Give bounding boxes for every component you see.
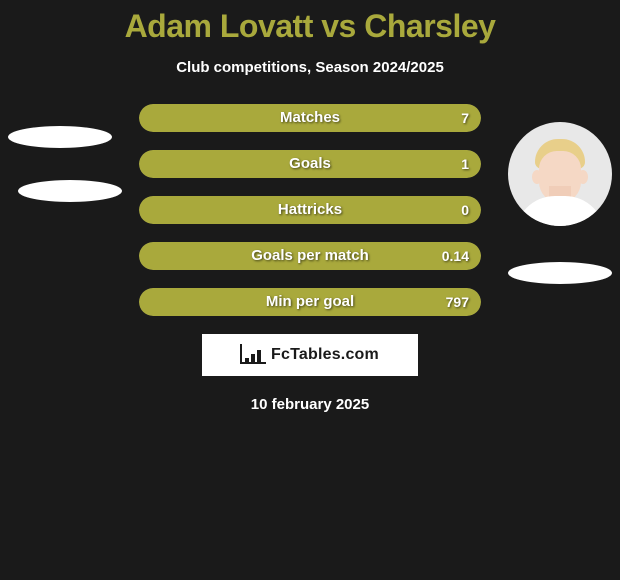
stat-value-right: 797 (446, 288, 469, 316)
brand-text: FcTables.com (271, 346, 379, 364)
stat-row: Min per goal797 (139, 288, 481, 316)
date-text: 10 february 2025 (0, 396, 620, 413)
stat-label: Hattricks (139, 196, 481, 224)
player-right-portrait (508, 122, 612, 226)
placeholder-oval (508, 262, 612, 284)
avatar-body (515, 196, 605, 226)
stat-label: Min per goal (139, 288, 481, 316)
stat-row: Goals per match0.14 (139, 242, 481, 270)
stat-label: Goals (139, 150, 481, 178)
subtitle: Club competitions, Season 2024/2025 (0, 59, 620, 76)
stat-value-right: 0 (461, 196, 469, 224)
stats-container: Matches7Goals1Hattricks0Goals per match0… (139, 104, 481, 316)
stat-row: Hattricks0 (139, 196, 481, 224)
stat-row: Matches7 (139, 104, 481, 132)
placeholder-oval (18, 180, 122, 202)
stat-label: Goals per match (139, 242, 481, 270)
stat-value-right: 0.14 (442, 242, 469, 270)
avatar (508, 122, 612, 226)
stat-value-right: 7 (461, 104, 469, 132)
chart-icon (241, 346, 265, 364)
stat-value-right: 1 (461, 150, 469, 178)
stat-label: Matches (139, 104, 481, 132)
page-title: Adam Lovatt vs Charsley (0, 0, 620, 45)
brand-badge[interactable]: FcTables.com (202, 334, 418, 376)
stat-row: Goals1 (139, 150, 481, 178)
placeholder-oval (8, 126, 112, 148)
